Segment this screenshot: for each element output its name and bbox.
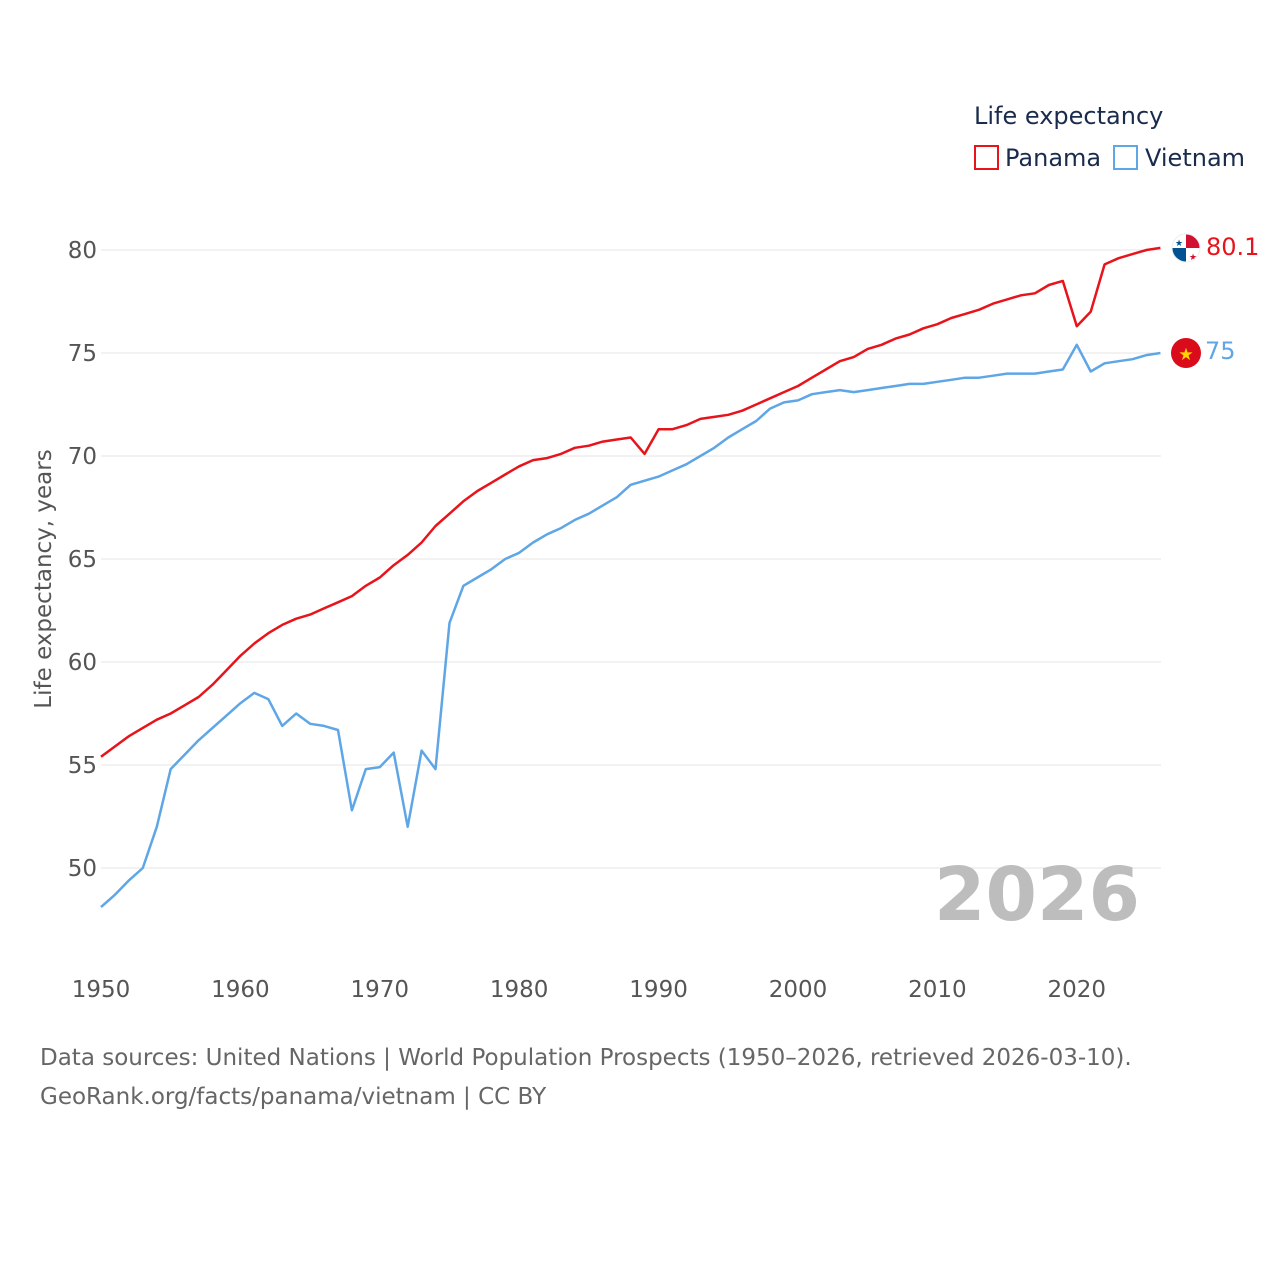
footer-attribution[interactable]: GeoRank.org/facts/panama/vietnam | CC BY <box>40 1084 547 1110</box>
y-tick-label: 75 <box>68 341 97 367</box>
x-axis-ticks: 1950 1960 1970 1980 1990 2000 2010 2020 <box>72 977 1106 1003</box>
y-tick-label: 55 <box>68 753 97 779</box>
x-tick-label: 1980 <box>490 977 549 1003</box>
end-label-vietnam: 75 <box>1205 337 1236 365</box>
legend-item-vietnam[interactable]: Vietnam <box>1113 144 1245 172</box>
y-axis-title: Life expectancy, years <box>31 449 57 708</box>
panama-flag-icon: ★ ★ <box>1171 233 1201 263</box>
x-tick-label: 1950 <box>72 977 131 1003</box>
legend-swatch-vietnam <box>1113 145 1138 170</box>
svg-text:★: ★ <box>1178 345 1193 365</box>
x-tick-label: 2010 <box>908 977 967 1003</box>
legend: Life expectancy Panama Vietnam <box>974 102 1245 172</box>
x-tick-label: 1990 <box>629 977 688 1003</box>
svg-text:★: ★ <box>1189 253 1197 263</box>
footer-sources: Data sources: United Nations | World Pop… <box>40 1045 1132 1071</box>
series-line-vietnam <box>100 343 1161 909</box>
legend-item-panama[interactable]: Panama <box>974 144 1101 172</box>
vietnam-flag-icon: ★ <box>1171 338 1201 368</box>
y-tick-label: 70 <box>68 444 97 470</box>
grid-layer <box>101 249 1161 869</box>
x-tick-label: 1970 <box>351 977 410 1003</box>
legend-title: Life expectancy <box>974 102 1163 130</box>
legend-label-panama: Panama <box>1005 144 1101 172</box>
y-axis-ticks: 50 55 60 65 70 75 80 <box>68 238 97 882</box>
x-tick-label: 2020 <box>1047 977 1106 1003</box>
legend-label-vietnam: Vietnam <box>1145 144 1245 172</box>
y-tick-label: 80 <box>68 238 97 264</box>
legend-swatch-panama <box>974 145 999 170</box>
x-tick-label: 2000 <box>769 977 828 1003</box>
svg-text:★: ★ <box>1175 239 1183 249</box>
y-tick-label: 65 <box>68 547 97 573</box>
y-tick-label: 60 <box>68 650 97 676</box>
end-label-panama: 80.1 <box>1206 233 1259 261</box>
year-watermark: 2026 <box>934 852 1140 938</box>
y-tick-label: 50 <box>68 856 97 882</box>
x-tick-label: 1960 <box>211 977 270 1003</box>
series-line-panama <box>100 246 1161 758</box>
